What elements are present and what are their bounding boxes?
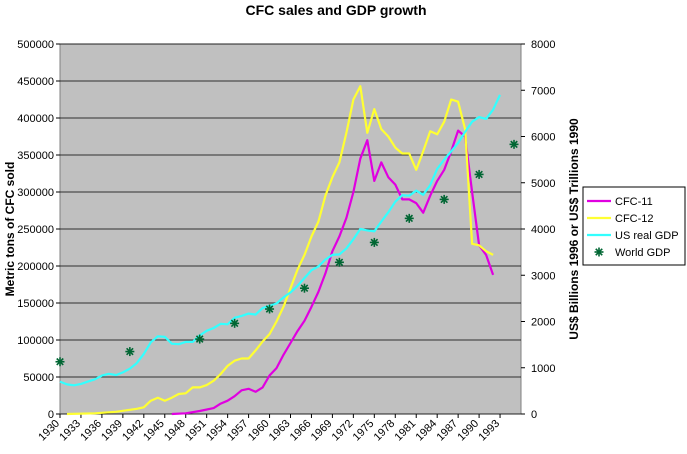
legend-item-cfc-11: CFC-11 (587, 196, 653, 208)
world-gdp-point (195, 334, 205, 344)
y-tick-label: 50000 (23, 372, 54, 384)
x-tick-label: 1972 (330, 418, 356, 444)
x-tick-label: 1942 (120, 418, 146, 444)
x-tick-label: 1966 (288, 418, 314, 444)
gridlines (60, 43, 521, 415)
x-tick-label: 1951 (183, 418, 209, 444)
y-axis-left: 0 50000 100000 150000 200000 250000 300000 3500… (17, 39, 60, 421)
y2-tick-label: 3000 (531, 270, 555, 282)
x-tick-label: 1939 (99, 418, 125, 444)
x-tick-label: 1948 (162, 418, 188, 444)
world-gdp-point (125, 347, 135, 357)
y2-tick-label: 6000 (531, 132, 555, 144)
chart-title: CFC sales and GDP growth (246, 2, 427, 18)
legend-marker (594, 247, 604, 257)
x-tick-label: 1933 (57, 418, 83, 444)
y2-tick-label: 0 (531, 409, 537, 421)
y2-tick-label: 8000 (531, 39, 555, 51)
world-gdp-point (55, 357, 65, 367)
x-axis: 1930193319361939194219451948195119541957… (36, 414, 502, 443)
y-tick-label: 100000 (17, 335, 54, 347)
y-tick-label: 350000 (17, 150, 54, 162)
cfc-11-line (171, 129, 495, 416)
y2-tick-label: 7000 (531, 85, 555, 97)
x-tick-label: 1969 (309, 418, 335, 444)
legend-label: CFC-12 (615, 213, 654, 225)
x-tick-label: 1954 (204, 418, 230, 444)
x-tick-label: 1987 (434, 418, 460, 444)
y-tick-label: 500000 (17, 39, 54, 51)
y2-axis-label: US$ Billions 1996 or US$ Trillions 1990 (567, 118, 581, 340)
y2-tick-label: 2000 (531, 317, 555, 329)
y-tick-label: 250000 (17, 224, 54, 236)
y-tick-label: 150000 (17, 298, 54, 310)
y-tick-label: 200000 (17, 261, 54, 273)
x-tick-label: 1957 (225, 418, 251, 444)
legend-item-us-real-gdp: US real GDP (587, 230, 679, 242)
y2-tick-label: 4000 (531, 224, 555, 236)
legend-label: US real GDP (615, 230, 679, 242)
x-tick-label: 1984 (414, 418, 440, 444)
legend: CFC-11 CFC-12 US real GDP World GDP (582, 186, 686, 266)
series-layer (55, 85, 519, 416)
legend-label: World GDP (615, 247, 670, 259)
world-gdp-point (230, 318, 240, 328)
x-tick-label: 1936 (78, 418, 104, 444)
y2-tick-label: 1000 (531, 363, 555, 375)
x-tick-label: 1945 (141, 418, 167, 444)
world-gdp-point (509, 139, 519, 149)
world-gdp-point (334, 257, 344, 267)
x-tick-label: 1981 (393, 418, 419, 444)
y2-tick-label: 5000 (531, 178, 555, 190)
world-gdp-point (404, 213, 414, 223)
world-gdp-point (265, 304, 275, 314)
world-gdp-point (474, 169, 484, 179)
x-tick-label: 1960 (246, 418, 272, 444)
cfc-12-line (66, 85, 494, 416)
y-tick-label: 400000 (17, 113, 54, 125)
legend-item-world-gdp: World GDP (594, 247, 670, 259)
y-axis-label: Metric tons of CFC sold (3, 162, 17, 297)
world-gdp-point (439, 194, 449, 204)
legend-item-cfc-12: CFC-12 (587, 213, 654, 225)
y-axis-right: 0 1000 2000 3000 4000 5000 6000 7000 8000 (521, 39, 555, 421)
y-tick-label: 0 (48, 409, 54, 421)
x-tick-label: 1975 (351, 418, 377, 444)
x-tick-label: 1930 (36, 418, 62, 444)
y-tick-label: 300000 (17, 187, 54, 199)
x-tick-label: 1993 (476, 418, 502, 444)
x-tick-label: 1963 (267, 418, 293, 444)
world-gdp-point (299, 283, 309, 293)
y-tick-label: 450000 (17, 76, 54, 88)
x-tick-label: 1990 (455, 418, 481, 444)
legend-label: CFC-11 (615, 196, 653, 208)
x-tick-label: 1978 (372, 418, 398, 444)
us-real-gdp-line (59, 94, 501, 387)
world-gdp-point (369, 237, 379, 247)
